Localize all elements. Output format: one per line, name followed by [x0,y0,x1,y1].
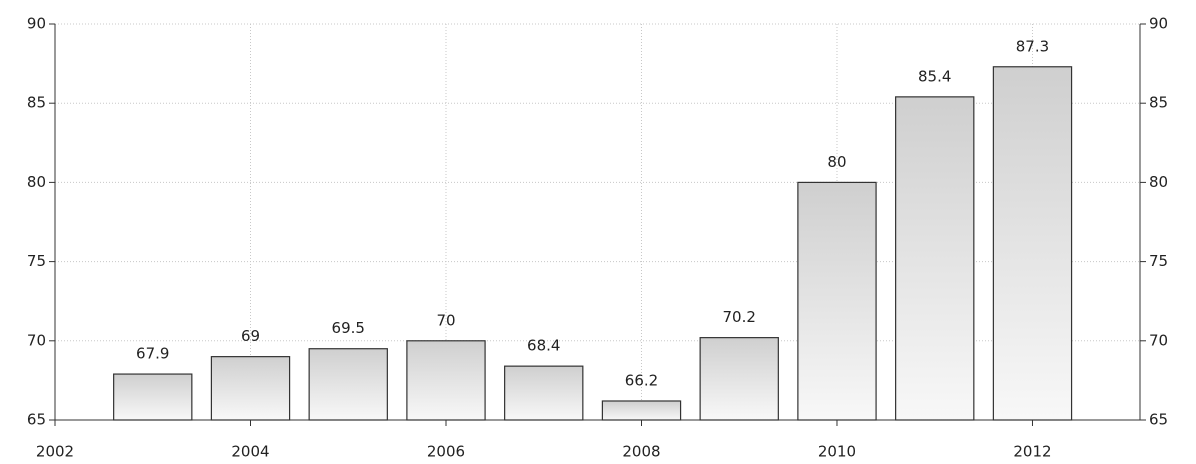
data-label: 69 [241,327,260,345]
bar [308,348,388,421]
bar [601,400,682,421]
bar [504,365,584,421]
bar [895,96,975,421]
data-label: 67.9 [136,345,169,363]
x-tick-label: 2008 [622,443,660,461]
y-tick-label: 80 [27,173,46,191]
x-tick-label: 2002 [36,443,74,461]
y2-tick-label: 85 [1149,94,1168,112]
y-tick-label: 75 [27,252,46,270]
y-tick-label: 65 [27,411,46,429]
y-tick-label: 85 [27,94,46,112]
y2-tick-label: 65 [1149,411,1168,429]
bar [797,181,877,421]
data-label: 70.2 [723,308,756,326]
bar [992,66,1073,421]
bar [699,337,779,421]
y2-tick-label: 90 [1149,15,1168,33]
data-label: 80 [827,153,846,171]
bar [210,356,291,421]
bar [113,373,193,421]
y2-tick-label: 75 [1149,252,1168,270]
data-label: 85.4 [918,67,951,85]
y2-tick-label: 70 [1149,331,1168,349]
y2-tick-label: 80 [1149,173,1168,191]
x-tick-label: 2004 [231,443,269,461]
y-tick-label: 90 [27,15,46,33]
data-label: 66.2 [625,371,658,389]
data-label: 87.3 [1016,37,1049,55]
data-label: 68.4 [527,337,560,355]
x-tick-label: 2012 [1013,443,1051,461]
y-tick-label: 70 [27,331,46,349]
data-label: 69.5 [332,319,365,337]
x-tick-label: 2010 [818,443,856,461]
data-label: 70 [436,311,455,329]
bar [406,340,486,421]
x-tick-label: 2006 [427,443,465,461]
